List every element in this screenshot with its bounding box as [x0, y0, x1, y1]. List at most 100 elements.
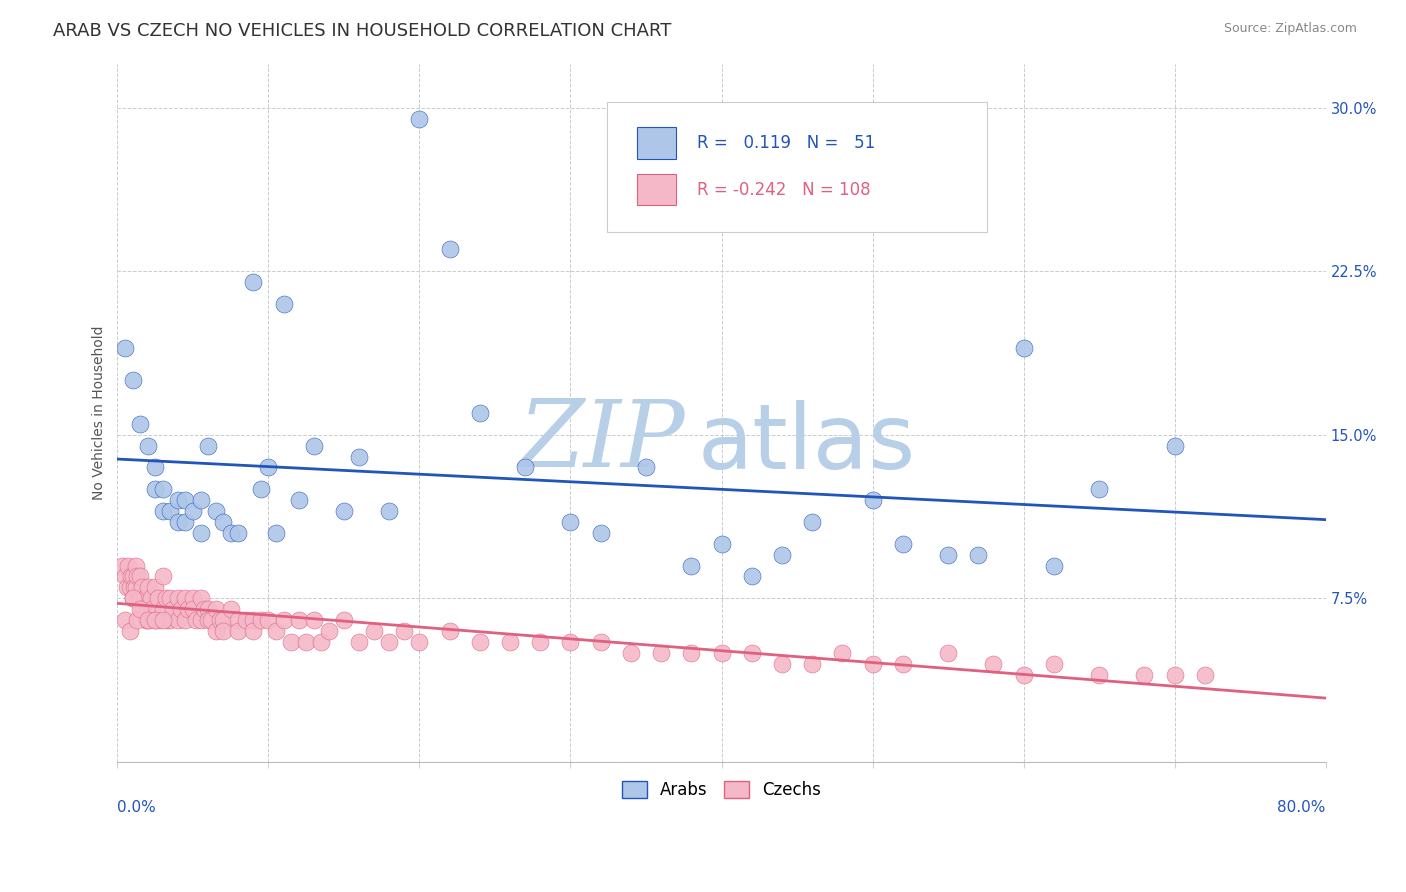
Point: [166, 591, 188, 606]
Point: [121, 373, 143, 387]
Point: [121, 569, 143, 583]
Point: [190, 613, 212, 627]
Point: [174, 591, 197, 606]
Point: [114, 569, 136, 583]
Point: [1133, 667, 1156, 681]
Point: [209, 613, 232, 627]
Point: [197, 439, 219, 453]
Point: [770, 548, 793, 562]
Point: [242, 275, 264, 289]
Point: [143, 613, 166, 627]
Point: [936, 646, 959, 660]
Point: [468, 635, 491, 649]
Point: [132, 602, 155, 616]
Point: [159, 504, 181, 518]
Point: [114, 341, 136, 355]
Point: [302, 439, 325, 453]
Text: 80.0%: 80.0%: [1277, 800, 1326, 815]
Point: [983, 657, 1005, 671]
Point: [439, 624, 461, 638]
Point: [204, 602, 226, 616]
Point: [264, 624, 287, 638]
Point: [143, 482, 166, 496]
Point: [136, 613, 159, 627]
Point: [111, 558, 134, 573]
Point: [166, 493, 188, 508]
Point: [1194, 667, 1216, 681]
Point: [515, 460, 537, 475]
Point: [212, 624, 235, 638]
Point: [184, 613, 207, 627]
Point: [152, 569, 174, 583]
Point: [204, 624, 226, 638]
Point: [333, 504, 356, 518]
Point: [143, 460, 166, 475]
Point: [197, 613, 219, 627]
Point: [181, 504, 204, 518]
Point: [136, 580, 159, 594]
Point: [378, 635, 401, 649]
Point: [152, 504, 174, 518]
Point: [219, 602, 242, 616]
Point: [155, 591, 177, 606]
Point: [129, 591, 152, 606]
Point: [122, 580, 145, 594]
Point: [190, 525, 212, 540]
Point: [710, 646, 733, 660]
Point: [333, 613, 356, 627]
Point: [1088, 667, 1111, 681]
Point: [118, 580, 141, 594]
Point: [347, 450, 370, 464]
Point: [125, 569, 148, 583]
FancyBboxPatch shape: [637, 128, 676, 159]
FancyBboxPatch shape: [637, 174, 676, 205]
Point: [152, 602, 174, 616]
Point: [166, 613, 188, 627]
Point: [589, 635, 612, 649]
Point: [439, 243, 461, 257]
Point: [250, 613, 273, 627]
Point: [226, 624, 249, 638]
Point: [124, 580, 146, 594]
Point: [141, 602, 163, 616]
Point: [117, 558, 139, 573]
Point: [134, 591, 156, 606]
Point: [174, 613, 197, 627]
Point: [347, 635, 370, 649]
Point: [152, 613, 174, 627]
Point: [257, 460, 280, 475]
Point: [363, 624, 385, 638]
Point: [190, 493, 212, 508]
Point: [801, 657, 824, 671]
Point: [1042, 657, 1064, 671]
Point: [394, 624, 416, 638]
Text: 0.0%: 0.0%: [118, 800, 156, 815]
Point: [235, 613, 257, 627]
Point: [197, 602, 219, 616]
Point: [152, 482, 174, 496]
Point: [681, 558, 703, 573]
Point: [204, 504, 226, 518]
Point: [128, 591, 150, 606]
Text: atlas: atlas: [697, 401, 915, 488]
Point: [287, 613, 309, 627]
Point: [136, 439, 159, 453]
Point: [148, 591, 170, 606]
Point: [121, 591, 143, 606]
Point: [318, 624, 340, 638]
Point: [378, 504, 401, 518]
Point: [193, 602, 215, 616]
Point: [891, 537, 914, 551]
Point: [170, 602, 193, 616]
Point: [143, 580, 166, 594]
Point: [162, 602, 184, 616]
Text: R = -0.242   N = 108: R = -0.242 N = 108: [697, 181, 870, 199]
Point: [560, 635, 582, 649]
Point: [129, 602, 152, 616]
Point: [129, 417, 152, 431]
Point: [302, 613, 325, 627]
Point: [560, 515, 582, 529]
Point: [936, 548, 959, 562]
Point: [967, 548, 990, 562]
Point: [149, 613, 172, 627]
